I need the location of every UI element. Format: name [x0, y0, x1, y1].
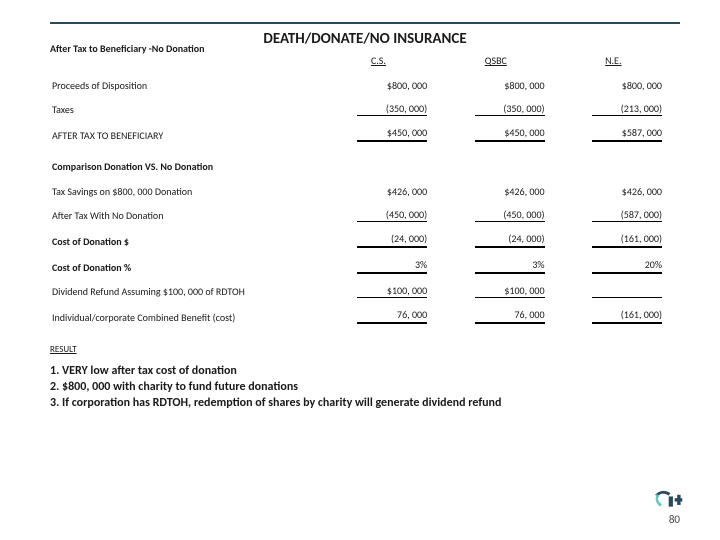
- table-row: AFTER TAX TO BENEFICIARY$450, 000$450, 0…: [50, 122, 680, 148]
- cell-value: $800, 000: [563, 75, 680, 98]
- table-row: Dividend Refund Assuming $100, 000 of RD…: [50, 280, 680, 304]
- cell-value: (350, 000): [328, 98, 445, 122]
- cell-value: $450, 000: [328, 122, 445, 148]
- result-line: 3. If corporation has RDTOH, redemption …: [50, 395, 680, 411]
- cell-value: $100, 000: [328, 280, 445, 304]
- col-header-1: C.S.: [328, 50, 445, 75]
- cell-value: $587, 000: [563, 122, 680, 148]
- cell-value: $100, 000: [445, 280, 562, 304]
- table-row: Individual/corporate Combined Benefit (c…: [50, 304, 680, 330]
- cell-value: $426, 000: [328, 181, 445, 204]
- company-logo-icon: [650, 486, 684, 512]
- cell-value: (24, 000): [328, 228, 445, 254]
- row-label: Individual/corporate Combined Benefit (c…: [50, 304, 328, 330]
- col-header-3: N.E.: [563, 50, 680, 75]
- cell-value: 3%: [445, 254, 562, 280]
- cell-value: 3%: [328, 254, 445, 280]
- cell-value: $426, 000: [563, 181, 680, 204]
- cell-value: $426, 000: [445, 181, 562, 204]
- table-row: Cost of Donation %3%3%20%: [50, 254, 680, 280]
- col-header-2: QSBC: [445, 50, 562, 75]
- cell-value: (350, 000): [445, 98, 562, 122]
- cell-value: (450, 000): [445, 204, 562, 228]
- row-label: AFTER TAX TO BENEFICIARY: [50, 122, 328, 148]
- table-row: Proceeds of Disposition$800, 000$800, 00…: [50, 75, 680, 98]
- result-list: 1. VERY low after tax cost of donation2.…: [50, 363, 680, 412]
- row-label: After Tax With No Donation: [50, 204, 328, 228]
- table-row: Tax Savings on $800, 000 Donation$426, 0…: [50, 181, 680, 204]
- row-label: Taxes: [50, 98, 328, 122]
- title-block: DEATH/DONATE/NO INSURANCE After Tax to B…: [50, 30, 680, 48]
- cell-value: 76, 000: [328, 304, 445, 330]
- cell-value: (161, 000): [563, 304, 680, 330]
- cell-value: $800, 000: [328, 75, 445, 98]
- cell-value: (161, 000): [563, 228, 680, 254]
- cell-value: (24, 000): [445, 228, 562, 254]
- cell-value: (213, 000): [563, 98, 680, 122]
- page-subtitle: After Tax to Beneficiary -No Donation: [50, 42, 205, 55]
- cell-value: 20%: [563, 254, 680, 280]
- row-label: Cost of Donation $: [50, 228, 328, 254]
- table-row: After Tax With No Donation(450, 000)(450…: [50, 204, 680, 228]
- table-row: Taxes(350, 000)(350, 000)(213, 000): [50, 98, 680, 122]
- result-heading: RESULT: [50, 344, 680, 355]
- cell-value: $800, 000: [445, 75, 562, 98]
- cell-value: 76, 000: [445, 304, 562, 330]
- page-number: 80: [669, 513, 680, 526]
- section-heading: Comparison Donation VS. No Donation: [50, 148, 680, 181]
- result-line: 1. VERY low after tax cost of donation: [50, 363, 680, 379]
- table-row: Cost of Donation $(24, 000)(24, 000)(161…: [50, 228, 680, 254]
- row-label: Proceeds of Disposition: [50, 75, 328, 98]
- financial-table: C.S. QSBC N.E. Proceeds of Disposition$8…: [50, 50, 680, 330]
- cell-value: $450, 000: [445, 122, 562, 148]
- row-label: Cost of Donation %: [50, 254, 328, 280]
- top-rule: [50, 22, 680, 24]
- row-label: Dividend Refund Assuming $100, 000 of RD…: [50, 280, 328, 304]
- result-line: 2. $800, 000 with charity to fund future…: [50, 379, 680, 395]
- cell-value: [563, 280, 680, 304]
- row-label: Tax Savings on $800, 000 Donation: [50, 181, 328, 204]
- cell-value: (587, 000): [563, 204, 680, 228]
- cell-value: (450, 000): [328, 204, 445, 228]
